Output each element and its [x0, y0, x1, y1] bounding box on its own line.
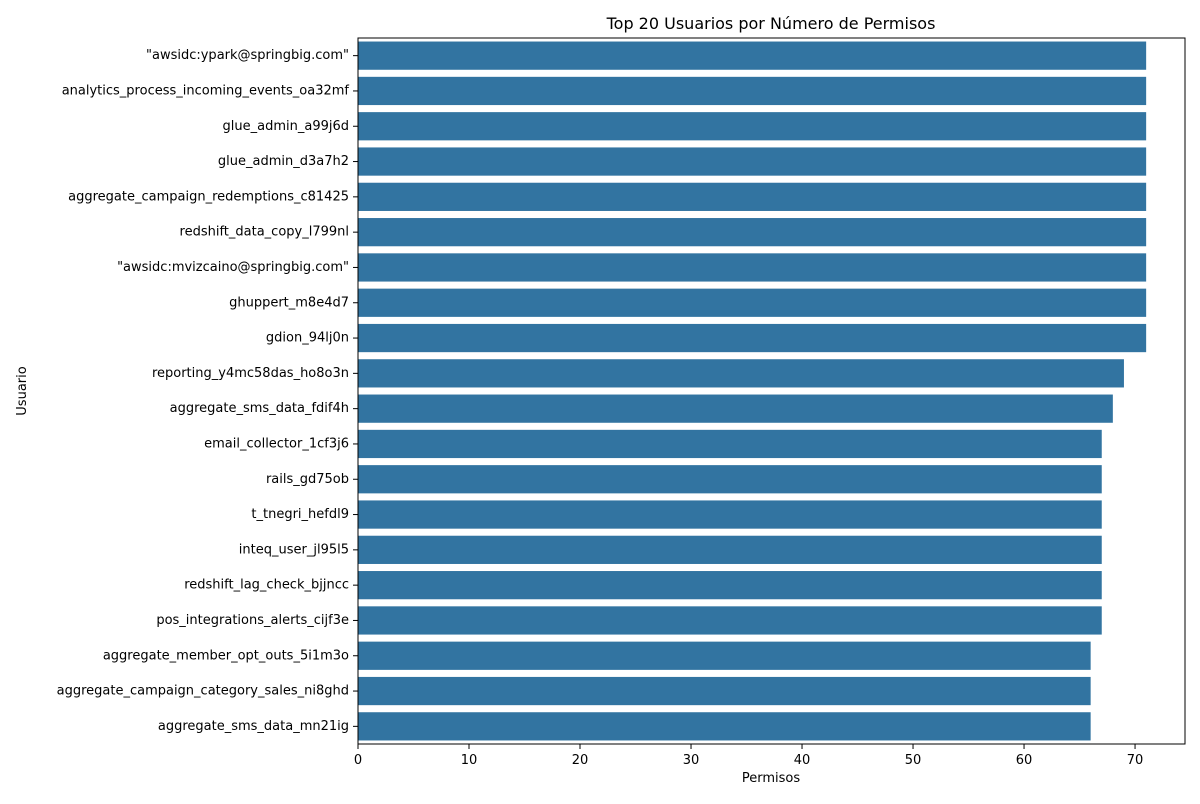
y-tick-label: rails_gd75ob [266, 472, 349, 487]
y-tick-label: pos_integrations_alerts_cijf3e [156, 613, 349, 628]
y-tick-label: aggregate_member_opt_outs_5i1m3o [103, 648, 349, 663]
x-tick-label: 30 [683, 753, 700, 768]
bar [358, 359, 1124, 388]
y-tick-label: email_collector_1cf3j6 [204, 436, 349, 451]
x-tick-label: 70 [1127, 753, 1144, 768]
bar [358, 76, 1147, 106]
bar [358, 394, 1113, 423]
y-tick-label: ghuppert_m8e4d7 [229, 295, 349, 310]
bar [358, 288, 1147, 317]
bar [358, 500, 1102, 529]
bar [358, 253, 1147, 282]
x-tick-label: 0 [354, 753, 362, 768]
bar [358, 218, 1147, 247]
chart-title: Top 20 Usuarios por Número de Permisos [606, 14, 936, 33]
y-tick-label: "awsidc:ypark@springbig.com" [146, 48, 349, 63]
y-tick-label: reporting_y4mc58das_ho8o3n [152, 366, 349, 381]
bar [358, 676, 1091, 706]
y-tick-label: gdion_94lj0n [266, 331, 349, 346]
y-tick-label: aggregate_campaign_redemptions_c81425 [68, 189, 349, 204]
bar [358, 641, 1091, 670]
y-tick-label: redshift_lag_check_bjjncc [184, 578, 349, 593]
bar [358, 606, 1102, 635]
x-tick-label: 20 [572, 753, 589, 768]
y-tick-label: aggregate_sms_data_mn21ig [158, 719, 349, 734]
y-tick-label: glue_admin_d3a7h2 [218, 154, 349, 169]
bars-group [358, 41, 1147, 741]
bar [358, 712, 1091, 741]
x-tick-label: 60 [1016, 753, 1033, 768]
x-tick-label: 40 [794, 753, 811, 768]
y-tick-label: t_tnegri_hefdl9 [251, 507, 349, 522]
bar [358, 41, 1147, 70]
bar [358, 535, 1102, 564]
y-tick-label: "awsidc:mvizcaino@springbig.com" [117, 260, 349, 275]
y-tick-label: inteq_user_jl95l5 [239, 542, 349, 557]
y-tick-label: analytics_process_incoming_events_oa32mf [62, 83, 350, 98]
x-ticks-group: 0 10 20 30 40 50 60 70 [354, 744, 1143, 768]
y-tick-label: redshift_data_copy_l799nl [180, 225, 349, 240]
x-axis-label: Permisos [742, 771, 800, 786]
bar [358, 112, 1147, 141]
plot-frame [357, 37, 1186, 745]
bar [358, 571, 1102, 600]
bar [358, 182, 1147, 211]
y-axis-label: Usuario [15, 366, 30, 415]
x-tick-label: 10 [461, 753, 478, 768]
y-tick-label: aggregate_campaign_category_sales_ni8ghd [57, 684, 349, 699]
bar [358, 323, 1147, 353]
bar [358, 465, 1102, 494]
y-tick-label: aggregate_sms_data_fdif4h [170, 401, 349, 416]
bar [358, 147, 1147, 176]
bar [358, 429, 1102, 459]
y-ticks-group: "awsidc:ypark@springbig.com" analytics_pr… [57, 48, 358, 734]
y-tick-label: glue_admin_a99j6d [223, 119, 349, 134]
x-tick-label: 50 [905, 753, 922, 768]
